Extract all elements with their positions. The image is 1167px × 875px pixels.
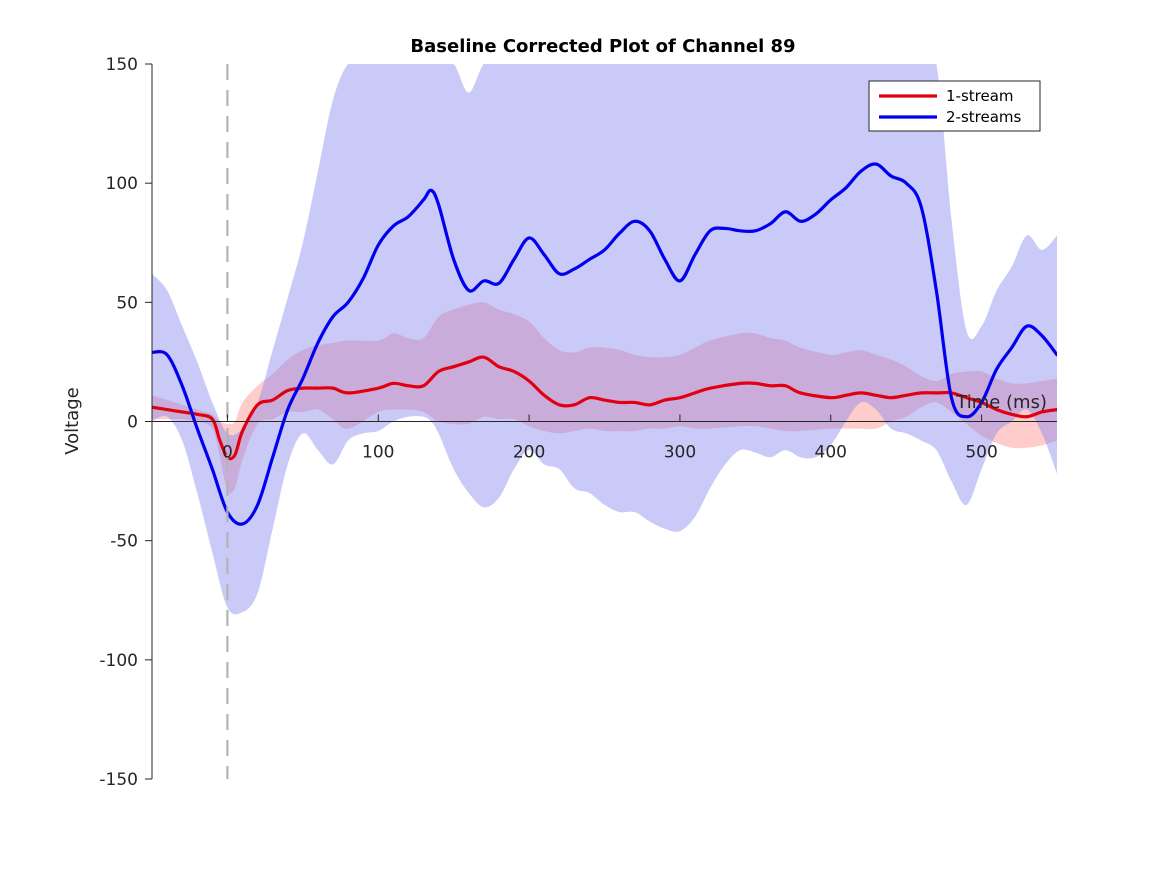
y-axis-label: Voltage [62, 387, 83, 455]
x-tick-label: 500 [965, 443, 997, 463]
chart-title: Baseline Corrected Plot of Channel 89 [410, 36, 795, 57]
y-tick-label: -100 [99, 651, 138, 671]
legend-box [868, 80, 1041, 132]
y-tick-label: -150 [99, 770, 138, 790]
series-line-1 [152, 355, 1057, 461]
y-tick-label: 0 [127, 413, 138, 433]
series-line-2 [152, 162, 1057, 526]
legend-label-1: 1-stream [946, 87, 1014, 105]
confidence-bands [152, 64, 1057, 615]
legend: 1-stream 2-streams [868, 80, 1041, 132]
legend-label-2: 2-streams [946, 108, 1022, 126]
confidence-band-1 [152, 302, 1057, 494]
x-axis-label: Time (ms) [955, 392, 1047, 413]
x-tick-label: 400 [815, 443, 847, 463]
y-tick-label: 50 [116, 293, 138, 313]
y-tick-label: 100 [106, 174, 138, 194]
x-tick-label: 0 [222, 443, 233, 463]
confidence-band-2 [152, 64, 1057, 615]
y-tick-label: -50 [110, 532, 138, 552]
series-lines [152, 162, 1057, 526]
x-tick-label: 200 [513, 443, 545, 463]
x-tick-label: 100 [362, 443, 394, 463]
y-tick-label: 150 [106, 55, 138, 75]
x-tick-label: 300 [664, 443, 696, 463]
